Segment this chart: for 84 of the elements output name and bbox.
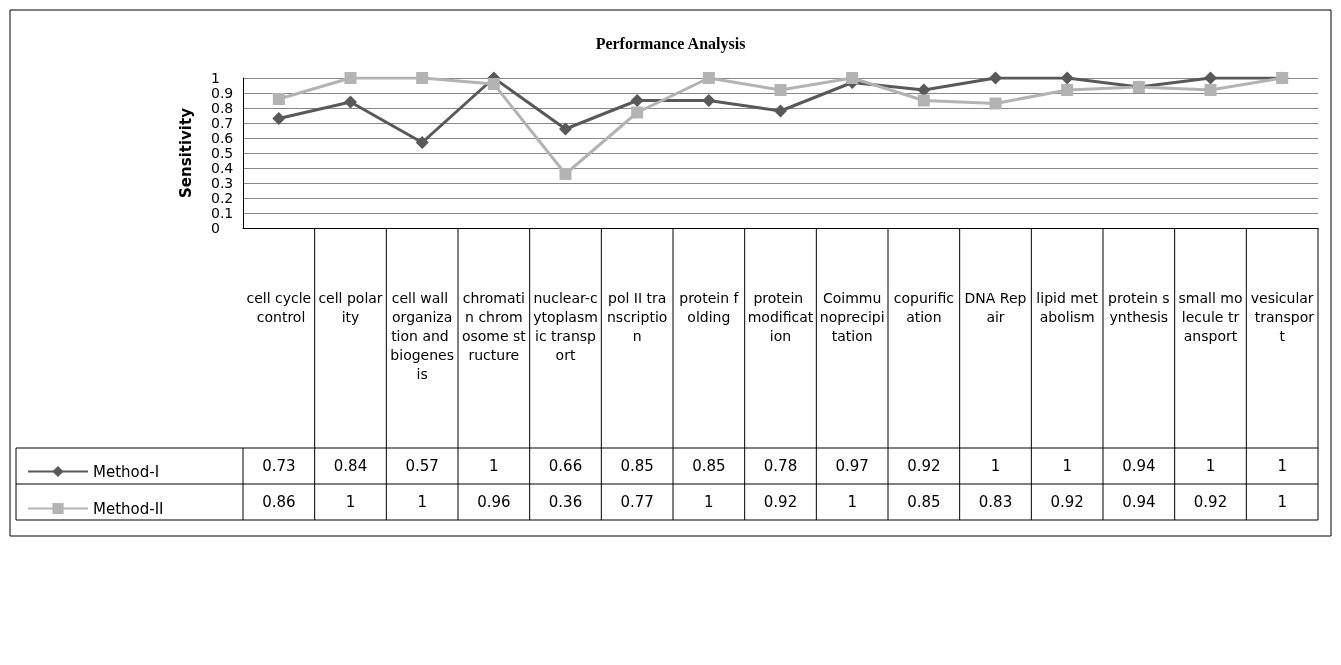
data-label: 0.92: [763, 493, 798, 511]
data-label: 0.77: [620, 493, 654, 511]
x-tick-label: protein modification: [747, 289, 814, 344]
y-tick-label: 0.5: [211, 145, 234, 161]
data-label: 1: [489, 457, 499, 475]
point: [702, 94, 716, 107]
x-tick-label: cell cycle control: [246, 289, 312, 325]
point: [416, 72, 429, 84]
y-tick-label: 0.8: [211, 100, 234, 116]
point: [1060, 71, 1074, 85]
data-label: 1: [990, 457, 1001, 475]
data-label: 0.86: [262, 493, 296, 511]
point: [1204, 71, 1217, 85]
data-label: 0.92: [1050, 493, 1084, 511]
point: [415, 136, 429, 149]
data-label: 1: [1205, 457, 1216, 475]
x-tick-label: chromatin chromosome structure: [461, 289, 527, 363]
x-tick-label: DNA Repair: [964, 289, 1027, 325]
point: [989, 97, 1002, 110]
x-tick-label: cell wall organization and biogenesis: [390, 289, 454, 382]
data-label: 0.36: [548, 493, 583, 511]
data-label: 1: [847, 493, 857, 511]
point: [702, 72, 715, 84]
point: [846, 72, 859, 84]
data-label: 0.85: [907, 493, 941, 511]
point: [559, 122, 572, 136]
data-label: 0.85: [692, 457, 726, 475]
legend-label: Method-II: [93, 499, 164, 518]
x-tick-label: protein folding: [679, 289, 740, 325]
data-label: 0.96: [477, 493, 511, 511]
y-tick-label: 0.7: [211, 115, 234, 131]
point: [559, 168, 572, 180]
chart-title: Performance Analysis: [595, 34, 746, 53]
point: [774, 84, 787, 96]
y-tick-label: 0.9: [211, 85, 234, 101]
point: [272, 112, 286, 125]
data-label: 0.73: [262, 457, 296, 475]
point: [272, 93, 285, 105]
data-label: 1: [1062, 457, 1072, 475]
x-tick-label: protein synthesis: [1108, 289, 1170, 325]
x-tick-label: small molecule transport: [1178, 289, 1243, 344]
x-tick-label: pol II transcription: [606, 289, 668, 344]
point: [344, 72, 357, 84]
data-label: 0.83: [978, 493, 1013, 511]
data-label: 0.84: [333, 457, 368, 475]
data-label: 0.92: [1193, 493, 1228, 511]
data-label: 0.97: [835, 457, 869, 475]
data-label: 0.78: [763, 457, 798, 475]
data-label: 1: [1277, 457, 1287, 475]
x-tick-label: Coimmunoprecipitation: [819, 289, 885, 344]
x-tick-label: vesicular transport: [1250, 289, 1315, 344]
point: [1061, 84, 1074, 96]
data-label: 1: [345, 493, 356, 511]
legend-label: Method-I: [93, 462, 160, 481]
y-tick-label: 0: [211, 220, 220, 236]
data-label: 1: [417, 493, 427, 511]
data-label: 1: [704, 493, 714, 511]
data-label: 0.94: [1122, 493, 1156, 511]
point: [344, 95, 357, 109]
point: [1204, 84, 1217, 96]
y-tick-label: 1: [211, 70, 220, 86]
point: [917, 94, 930, 107]
x-tick-label: cell polarity: [318, 289, 383, 325]
y-tick-label: 0.6: [211, 130, 234, 146]
y-tick-label: 0.2: [211, 190, 234, 206]
y-tick-label: 0.4: [211, 160, 234, 176]
x-tick-label: lipid metabolism: [1036, 289, 1099, 325]
data-label: 0.57: [405, 457, 439, 475]
point: [631, 106, 644, 119]
data-label: 0.92: [907, 457, 941, 475]
point: [917, 83, 931, 97]
data-label: 0.66: [548, 457, 583, 475]
data-label: 1: [1277, 493, 1287, 511]
point: [989, 71, 1002, 85]
point: [774, 104, 787, 118]
data-label: 0.94: [1122, 457, 1156, 475]
data-label: 0.85: [620, 457, 654, 475]
x-tick-label: copurification: [893, 289, 954, 325]
y-tick-label: 0.1: [211, 205, 234, 221]
point: [487, 78, 500, 90]
x-tick-label: nuclear-cytoplasmic transport: [533, 289, 598, 363]
y-axis-title: Sensitivity: [176, 107, 195, 198]
point: [630, 94, 644, 107]
y-tick-label: 0.3: [211, 175, 234, 191]
